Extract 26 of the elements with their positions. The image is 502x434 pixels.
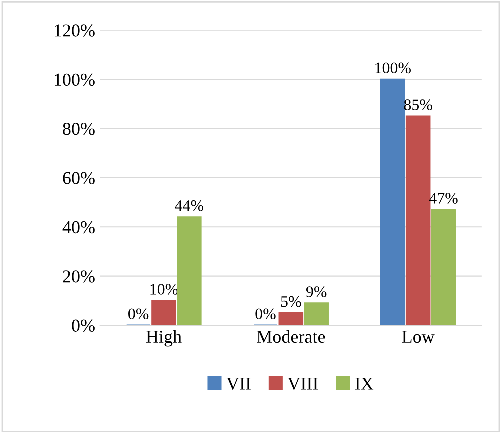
bar xyxy=(380,78,406,326)
data-label: 5% xyxy=(281,296,302,308)
bar xyxy=(431,209,456,326)
y-tick-label: 80% xyxy=(63,123,95,136)
x-tick-label: High xyxy=(146,330,182,347)
bar xyxy=(177,216,202,326)
bar xyxy=(152,300,176,326)
legend-label: VIII xyxy=(288,378,318,390)
data-label: 100% xyxy=(376,62,411,74)
bar xyxy=(406,116,431,326)
y-tick-label: 0% xyxy=(72,320,95,332)
y-tick-label: 60% xyxy=(63,172,95,184)
bar xyxy=(304,302,329,326)
y-tick-label: 120% xyxy=(55,24,95,37)
data-label: 9% xyxy=(306,286,327,298)
x-tick-label: Low xyxy=(402,331,435,344)
data-label: 0% xyxy=(256,308,276,320)
data-label: 44% xyxy=(175,200,204,212)
legend-label: IX xyxy=(355,378,374,390)
y-tick-label: 20% xyxy=(63,270,95,283)
bar xyxy=(278,312,304,326)
y-tick-label: 40% xyxy=(62,221,95,234)
x-tick-label: Moderate xyxy=(257,330,326,344)
y-tick-label: 100% xyxy=(55,74,95,86)
data-label: 0% xyxy=(128,308,149,320)
legend-label: VII xyxy=(226,378,251,390)
